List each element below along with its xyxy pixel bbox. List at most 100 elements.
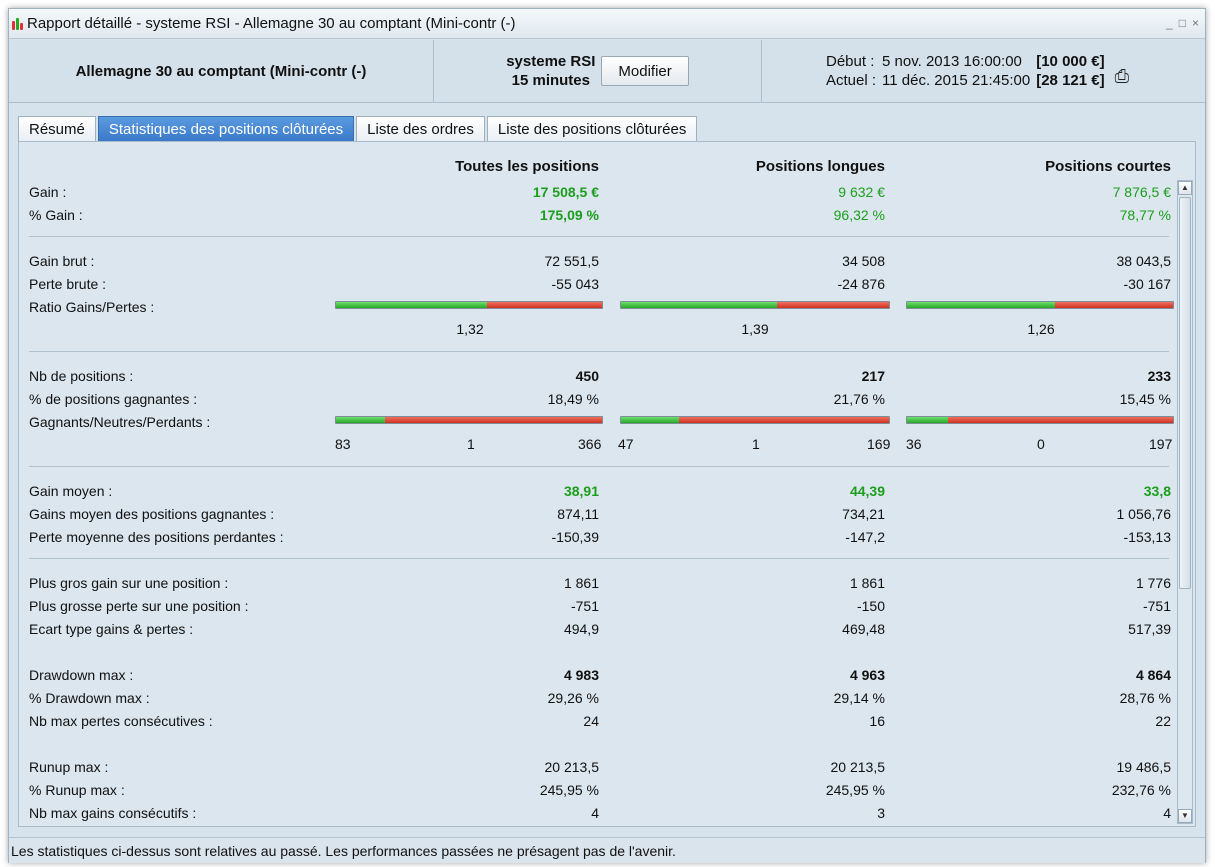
stat-value-long: -150 bbox=[856, 598, 885, 614]
tab-closed-position-stats[interactable]: Statistiques des positions clôturées bbox=[97, 116, 355, 142]
stat-label: % de positions gagnantes : bbox=[29, 391, 198, 407]
stat-value-all: 494,9 bbox=[563, 621, 599, 637]
stat-value-long: 9 632 € bbox=[838, 184, 885, 200]
stat-row-max-gain: Plus gros gain sur une position : 1 861 … bbox=[19, 572, 1179, 594]
candlestick-app-icon bbox=[11, 17, 23, 31]
modify-button[interactable]: Modifier bbox=[601, 56, 689, 86]
stat-value-all: -55 043 bbox=[551, 276, 599, 292]
stat-value-long: 96,32 % bbox=[833, 207, 885, 223]
maximize-icon[interactable]: □ bbox=[1178, 16, 1186, 30]
current-label: Actuel : bbox=[826, 72, 877, 89]
stat-value-all: 4 983 bbox=[563, 667, 599, 683]
section-divider bbox=[29, 236, 1169, 237]
scroll-thumb[interactable] bbox=[1179, 197, 1191, 589]
stat-value-long: 1 861 bbox=[849, 575, 885, 591]
wnl-bar-all bbox=[335, 416, 603, 424]
stat-label: Ratio Gains/Pertes : bbox=[29, 299, 155, 315]
ratio-value-short: 1,26 bbox=[1027, 321, 1055, 337]
minimize-icon[interactable]: _ bbox=[1166, 16, 1173, 30]
start-date: 5 nov. 2013 16:00:00 bbox=[882, 53, 1022, 70]
stat-value-short: 517,39 bbox=[1128, 621, 1171, 637]
column-header-short: Positions courtes bbox=[1045, 158, 1171, 175]
stat-row-runup: Runup max : 20 213,5 20 213,5 19 486,5 bbox=[19, 756, 1179, 778]
printer-icon[interactable]: ⎙ bbox=[1114, 65, 1130, 86]
stat-value-short: 4 864 bbox=[1135, 667, 1171, 683]
stat-value-short: 38 043,5 bbox=[1116, 253, 1172, 269]
stat-label: Gain brut : bbox=[29, 253, 95, 269]
stat-value-all: 874,11 bbox=[557, 506, 599, 522]
stat-value-long: 245,95 % bbox=[825, 782, 885, 798]
stat-value-long: -147,2 bbox=[845, 529, 885, 545]
neutral-count-all: 1 bbox=[467, 436, 475, 452]
stat-label: Nb max gains consécutifs : bbox=[29, 805, 197, 821]
stat-row-stdev: Ecart type gains & pertes : 494,9 469,48… bbox=[19, 618, 1179, 640]
stat-value-all: 175,09 % bbox=[539, 207, 599, 223]
stat-value-all: 24 bbox=[583, 713, 599, 729]
report-window: Rapport détaillé - systeme RSI - Allemag… bbox=[8, 8, 1206, 863]
stat-value-short: 233 bbox=[1147, 368, 1171, 384]
start-capital: [10 000 €] bbox=[1036, 53, 1105, 70]
winners-count-short: 36 bbox=[906, 436, 922, 452]
stat-label: Nb max pertes consécutives : bbox=[29, 713, 213, 729]
column-header-all: Toutes les positions bbox=[455, 158, 599, 175]
stat-row-avg-win: Gains moyen des positions gagnantes : 87… bbox=[19, 503, 1179, 525]
stat-value-short: 19 486,5 bbox=[1116, 759, 1172, 775]
instrument-name: Allemagne 30 au comptant (Mini-contr (-) bbox=[9, 40, 434, 102]
period-info: Début : 5 nov. 2013 16:00:00 [10 000 €] … bbox=[762, 40, 1205, 102]
stat-value-all: 72 551,5 bbox=[544, 253, 600, 269]
stat-value-short: 232,76 % bbox=[1111, 782, 1171, 798]
ratio-value-long: 1,39 bbox=[741, 321, 769, 337]
system-name: systeme RSI bbox=[506, 53, 596, 70]
stat-label: Ecart type gains & pertes : bbox=[29, 621, 194, 637]
stat-row-wnl: Gagnants/Neutres/Perdants : bbox=[19, 411, 1179, 433]
vertical-scrollbar[interactable]: ▲ ▼ bbox=[1177, 180, 1193, 824]
neutral-count-long: 1 bbox=[752, 436, 760, 452]
disclaimer-footer: Les statistiques ci-dessus sont relative… bbox=[9, 837, 1205, 863]
stat-value-short: 15,45 % bbox=[1119, 391, 1171, 407]
stat-label: Perte moyenne des positions perdantes : bbox=[29, 529, 284, 545]
stat-value-short: 4 bbox=[1163, 805, 1171, 821]
ratio-bar-long bbox=[620, 301, 890, 309]
stat-label: Nb de positions : bbox=[29, 368, 134, 384]
stat-value-short: -153,13 bbox=[1123, 529, 1171, 545]
stat-value-all: 29,26 % bbox=[547, 690, 599, 706]
stat-label: Gain moyen : bbox=[29, 483, 113, 499]
stat-row-gross-gain: Gain brut : 72 551,5 34 508 38 043,5 bbox=[19, 250, 1179, 272]
stat-label: % Gain : bbox=[29, 207, 83, 223]
stat-value-long: 29,14 % bbox=[833, 690, 885, 706]
stat-value-long: 4 963 bbox=[849, 667, 885, 683]
stats-panel: Toutes les positions Positions longues P… bbox=[18, 141, 1196, 827]
tab-closed-position-list[interactable]: Liste des positions clôturées bbox=[486, 116, 698, 142]
stat-row-max-consec-loss: Nb max pertes consécutives : 24 16 22 bbox=[19, 710, 1179, 732]
stat-value-all: 20 213,5 bbox=[544, 759, 600, 775]
stat-value-long: 3 bbox=[877, 805, 885, 821]
stat-row-nb-positions: Nb de positions : 450 217 233 bbox=[19, 365, 1179, 387]
stat-value-short: 1 776 bbox=[1135, 575, 1171, 591]
stat-label: Runup max : bbox=[29, 759, 109, 775]
stat-row-avg-gain: Gain moyen : 38,91 44,39 33,8 bbox=[19, 480, 1179, 502]
stat-value-short: 7 876,5 € bbox=[1112, 184, 1171, 200]
system-timeframe: 15 minutes bbox=[511, 72, 590, 89]
tab-order-list[interactable]: Liste des ordres bbox=[356, 116, 485, 142]
column-headers: Toutes les positions Positions longues P… bbox=[19, 156, 1179, 178]
section-divider bbox=[29, 466, 1169, 467]
window-title: Rapport détaillé - systeme RSI - Allemag… bbox=[27, 15, 516, 32]
stat-value-short: 33,8 bbox=[1143, 483, 1171, 499]
stat-value-all: 38,91 bbox=[563, 483, 599, 499]
stat-row-pct-drawdown: % Drawdown max : 29,26 % 29,14 % 28,76 % bbox=[19, 687, 1179, 709]
current-capital: [28 121 €] bbox=[1036, 72, 1105, 89]
stat-row-pct-runup: % Runup max : 245,95 % 245,95 % 232,76 % bbox=[19, 779, 1179, 801]
stat-value-all: 1 861 bbox=[563, 575, 599, 591]
scroll-up-icon[interactable]: ▲ bbox=[1178, 181, 1192, 195]
close-icon[interactable]: × bbox=[1191, 16, 1199, 30]
stat-value-short: -30 167 bbox=[1123, 276, 1171, 292]
losers-count-all: 366 bbox=[578, 436, 602, 452]
scroll-down-icon[interactable]: ▼ bbox=[1178, 809, 1192, 823]
stat-value-all: 17 508,5 € bbox=[532, 184, 599, 200]
section-divider bbox=[29, 351, 1169, 352]
report-header: Allemagne 30 au comptant (Mini-contr (-)… bbox=[9, 40, 1205, 103]
tab-summary[interactable]: Résumé bbox=[18, 116, 96, 142]
stat-row-gain: Gain : 17 508,5 € 9 632 € 7 876,5 € bbox=[19, 181, 1179, 203]
stat-value-long: 734,21 bbox=[842, 506, 885, 522]
stat-row-drawdown: Drawdown max : 4 983 4 963 4 864 bbox=[19, 664, 1179, 686]
